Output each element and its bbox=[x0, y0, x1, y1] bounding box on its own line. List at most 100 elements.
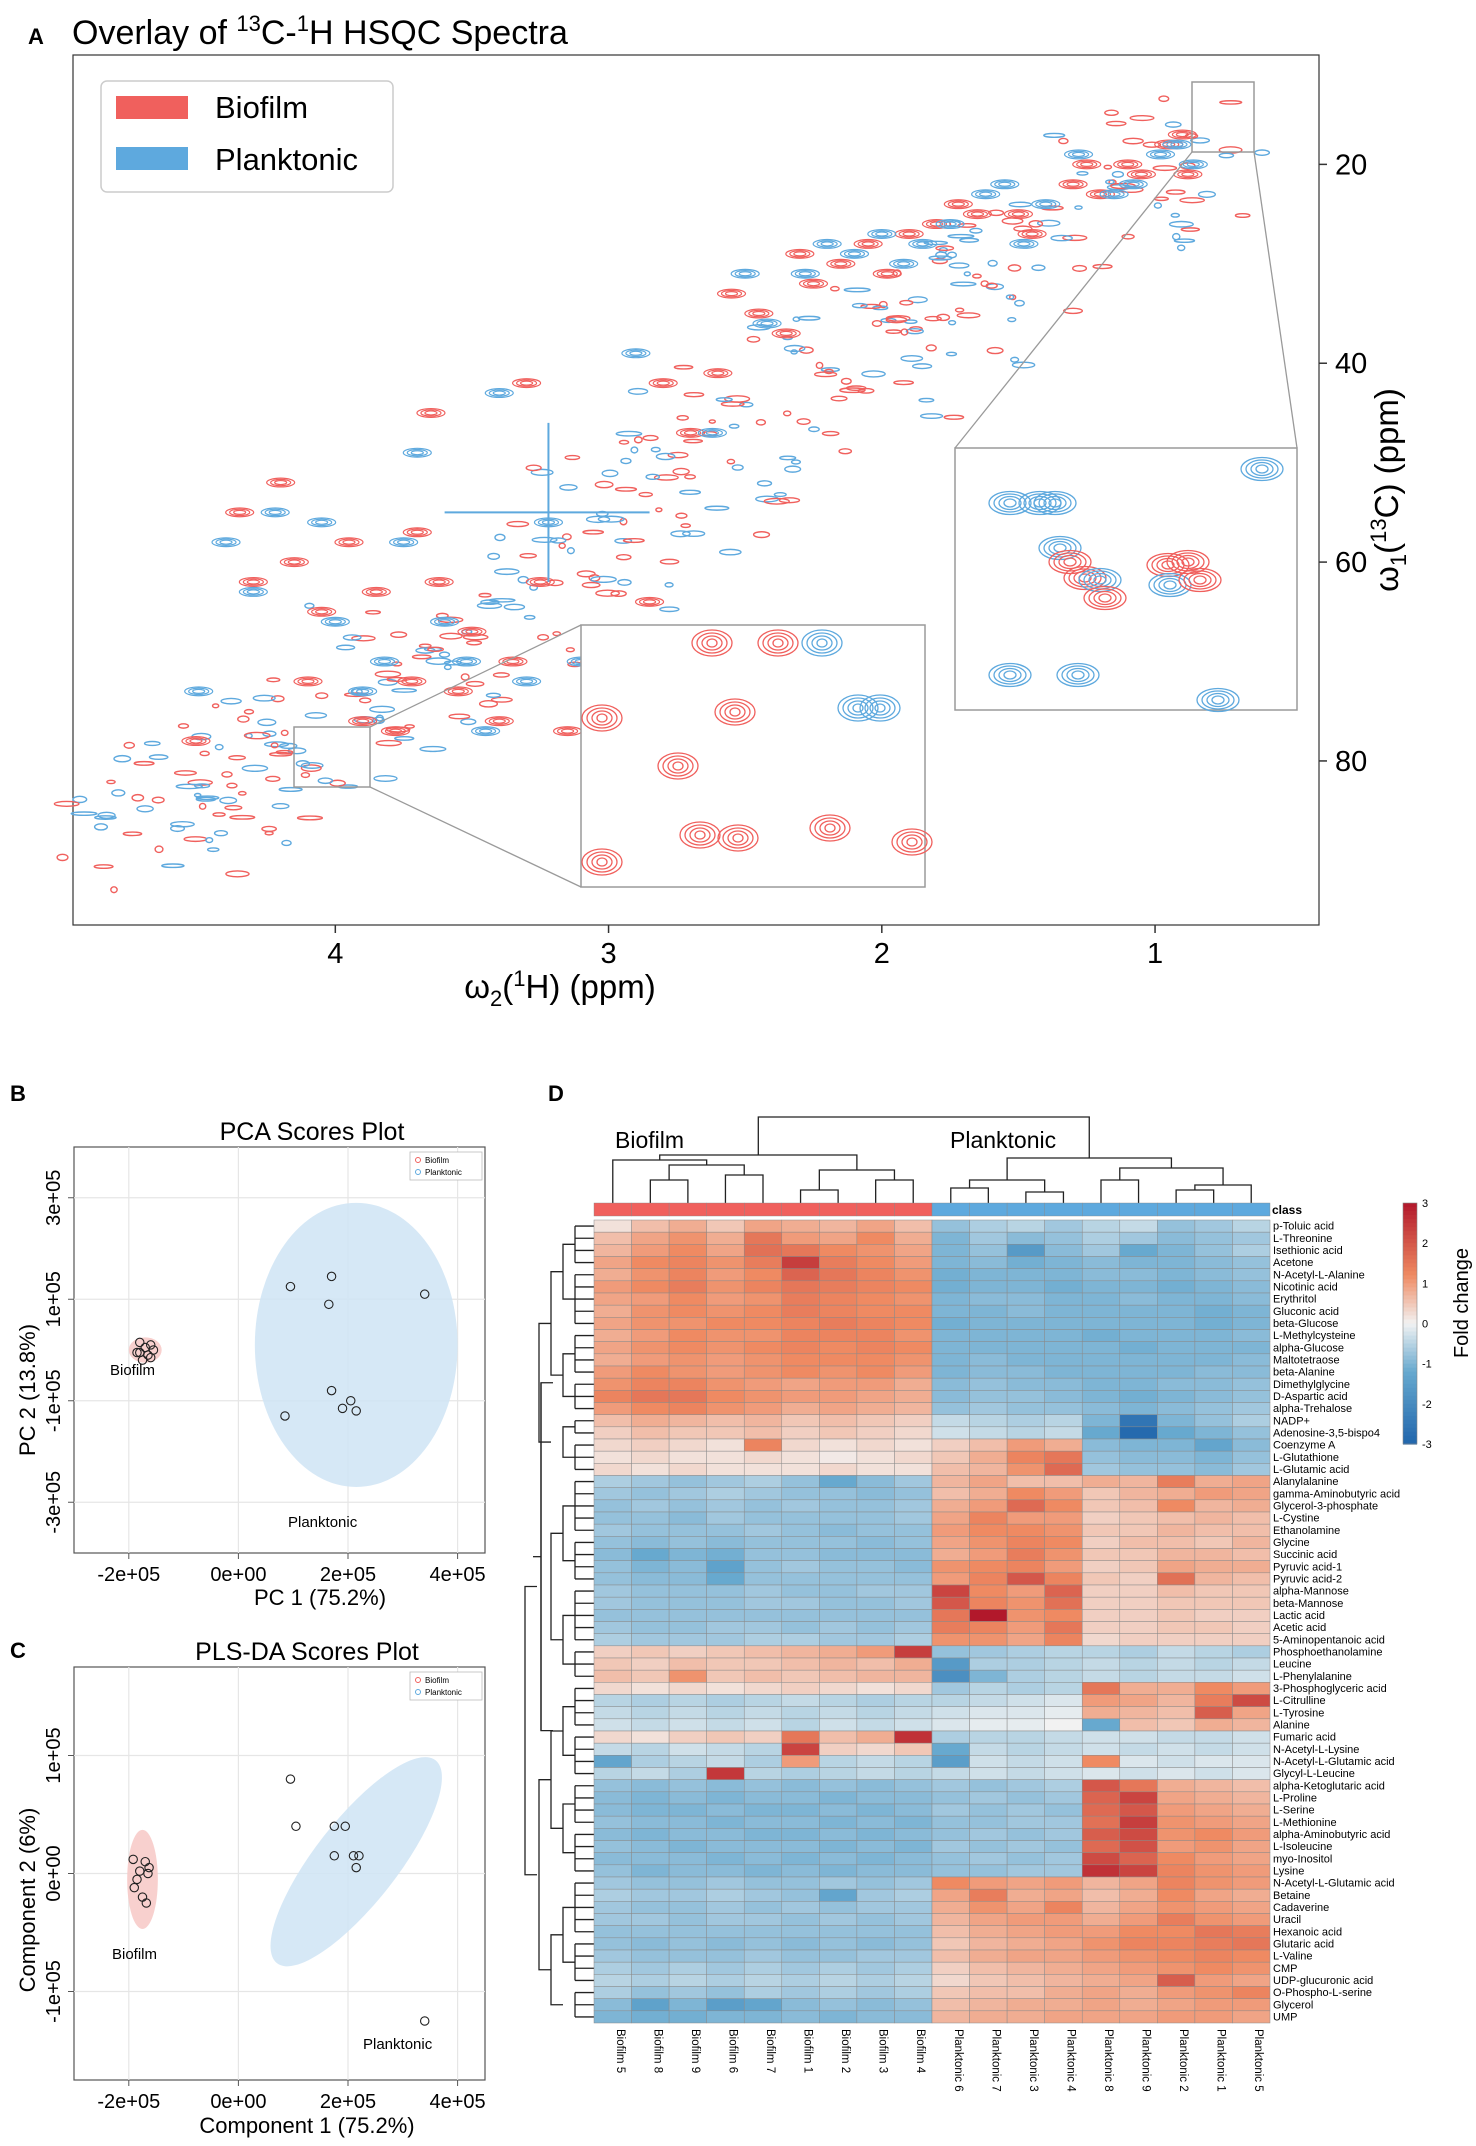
colorbar-step bbox=[1403, 1403, 1417, 1409]
nmr-peak bbox=[880, 271, 894, 277]
heatmap-cell bbox=[1006, 1219, 1045, 1233]
heatmap-cell bbox=[1044, 1426, 1083, 1440]
colorbar-step bbox=[1403, 1411, 1417, 1417]
nmr-peak bbox=[682, 530, 706, 538]
colorbar-step bbox=[1403, 1323, 1417, 1329]
heatmap-cell bbox=[1119, 1888, 1158, 1902]
heatmap-cell bbox=[593, 1742, 632, 1756]
nmr-peak bbox=[830, 259, 852, 268]
heatmap-cell bbox=[1044, 1390, 1083, 1403]
colorbar-step bbox=[1403, 1219, 1417, 1224]
dendrogram-branch bbox=[562, 1906, 575, 1963]
dendrogram-branch bbox=[550, 1532, 563, 1641]
heatmap-cell bbox=[1081, 1560, 1121, 1574]
heatmap-cell bbox=[856, 1913, 895, 1926]
heatmap-cell bbox=[1006, 1475, 1045, 1488]
heatmap-cell bbox=[781, 1730, 820, 1744]
inset-peak bbox=[1083, 585, 1127, 611]
nmr-peak bbox=[670, 530, 691, 538]
heatmap-cell bbox=[631, 1475, 670, 1488]
heatmap-cell bbox=[894, 1390, 933, 1403]
heatmap-cell bbox=[631, 1572, 670, 1586]
nmr-peak bbox=[1058, 179, 1088, 190]
column-label: Planktonic 6 bbox=[952, 2029, 964, 2092]
heatmap-cell bbox=[1006, 1755, 1045, 1768]
heatmap-cell bbox=[1044, 1317, 1083, 1330]
confidence-ellipse-planktonic bbox=[270, 1757, 442, 1967]
heatmap-cell bbox=[856, 1304, 895, 1318]
colorbar-step bbox=[1403, 1215, 1417, 1220]
nmr-peak bbox=[675, 427, 706, 438]
heatmap-cell bbox=[781, 1888, 820, 1902]
heatmap-cell bbox=[1232, 1828, 1271, 1841]
nmr-peak bbox=[947, 320, 957, 326]
heatmap-cell bbox=[668, 1633, 707, 1647]
heatmap-cell bbox=[593, 1329, 632, 1342]
nmr-peak bbox=[962, 209, 993, 220]
heatmap-cell bbox=[743, 1669, 783, 1683]
heatmap-cell bbox=[1081, 1268, 1121, 1282]
heatmap-cell bbox=[931, 1365, 970, 1379]
nmr-peak bbox=[1103, 164, 1113, 170]
heatmap-cell bbox=[1194, 1426, 1233, 1440]
heatmap-cell bbox=[969, 1961, 1008, 1975]
nmr-peak bbox=[479, 728, 493, 734]
nmr-peak bbox=[683, 391, 705, 398]
heatmap-cell bbox=[781, 1852, 820, 1866]
dendrogram-branch bbox=[550, 1730, 563, 1829]
nmr-peak bbox=[622, 537, 645, 544]
inset-peak bbox=[1093, 590, 1117, 606]
heatmap-cell bbox=[931, 1669, 970, 1683]
colorbar-step bbox=[1403, 1279, 1417, 1284]
nmr-peak bbox=[295, 760, 310, 768]
colorbar-step bbox=[1403, 1439, 1417, 1445]
nmr-peak bbox=[970, 211, 985, 217]
nmr-peak bbox=[720, 289, 743, 298]
nmr-peak bbox=[708, 419, 717, 424]
heatmap-cell bbox=[969, 1718, 1008, 1732]
heatmap-cell bbox=[631, 1231, 670, 1245]
heatmap-cell bbox=[1006, 1694, 1045, 1707]
nmr-peak bbox=[110, 886, 118, 894]
heatmap-cell bbox=[969, 1742, 1008, 1756]
heatmap-cell bbox=[1081, 1219, 1121, 1233]
colorbar-frame bbox=[1402, 1202, 1418, 1445]
heatmap-cell bbox=[1006, 1718, 1045, 1732]
heatmap-cell bbox=[706, 1633, 745, 1647]
heatmap-cell bbox=[1157, 1572, 1196, 1586]
heatmap-cell bbox=[1081, 1925, 1121, 1939]
heatmap-cell bbox=[1194, 1268, 1233, 1282]
nmr-peak bbox=[614, 486, 638, 492]
heatmap-cell bbox=[1157, 1633, 1196, 1647]
nmr-peak bbox=[659, 558, 680, 565]
nmr-peak bbox=[1122, 137, 1144, 145]
heatmap-cell bbox=[781, 1901, 820, 1914]
heatmap-cell bbox=[781, 1572, 820, 1586]
heatmap-cell bbox=[819, 1596, 858, 1610]
score-point-biofilm bbox=[137, 1355, 148, 1365]
heatmap-cell bbox=[706, 1961, 745, 1975]
nmr-peak bbox=[136, 805, 154, 813]
heatmap-cell bbox=[931, 1937, 970, 1951]
nmr-peak bbox=[826, 258, 856, 269]
nmr-peak bbox=[279, 557, 309, 568]
heatmap-cell bbox=[1044, 1414, 1083, 1428]
score-point-planktonic bbox=[329, 1851, 340, 1861]
panel-a-letter: A bbox=[28, 24, 44, 49]
row-label: Isethionic acid bbox=[1273, 1245, 1343, 1257]
row-label: Phosphoethanolamine bbox=[1273, 1647, 1382, 1659]
nmr-peak bbox=[352, 717, 374, 725]
nmr-peak bbox=[1165, 189, 1186, 195]
heatmap-cell bbox=[1232, 1645, 1271, 1659]
heatmap-cell bbox=[706, 1353, 745, 1367]
nmr-peak bbox=[304, 602, 315, 609]
heatmap-cell bbox=[706, 1876, 745, 1890]
nmr-peak bbox=[634, 596, 665, 607]
heatmap-cell bbox=[1044, 1986, 1083, 1999]
heatmap-cell bbox=[969, 1974, 1008, 1987]
nmr-peak bbox=[775, 329, 797, 338]
heatmap-cell bbox=[931, 1961, 970, 1975]
heatmap-cell bbox=[1081, 1280, 1121, 1294]
heatmap-cell bbox=[668, 1523, 707, 1537]
score-point-biofilm bbox=[141, 1898, 152, 1908]
